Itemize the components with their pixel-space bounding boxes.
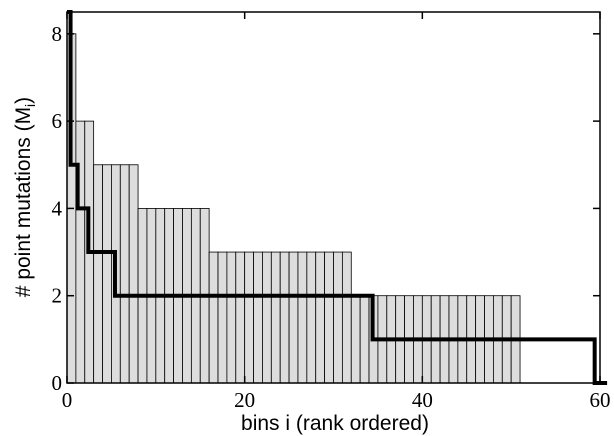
histogram-bar <box>341 251 352 384</box>
y-axis-label-close: ) <box>12 97 35 104</box>
y-axis-label-main: # point mutations (M <box>12 107 35 297</box>
x-axis-label: bins i (rank ordered) <box>241 412 429 435</box>
histogram-bar <box>93 164 103 384</box>
histogram-bar <box>270 251 281 384</box>
x-tick-label: 40 <box>412 388 433 412</box>
histogram-bar <box>75 120 86 384</box>
histogram-bar <box>288 251 299 384</box>
step-line <box>67 10 608 385</box>
histogram-bar <box>253 251 263 384</box>
histogram-bar <box>297 251 308 384</box>
y-tick-label: 2 <box>52 284 63 308</box>
histogram-bar <box>315 251 326 384</box>
x-tick-label: 20 <box>234 388 255 412</box>
histogram-bar <box>102 164 112 384</box>
histogram-bar <box>244 251 254 384</box>
histogram-bar <box>262 251 272 384</box>
histogram-bar <box>119 164 130 384</box>
y-axis-label: # point mutations (Mi) <box>12 97 38 297</box>
histogram-bar <box>217 251 228 384</box>
histogram-bar <box>128 164 139 384</box>
histogram-bar <box>208 251 219 384</box>
y-axis-label-sub: i <box>22 104 38 107</box>
y-tick-label: 4 <box>52 196 63 220</box>
x-tick-label: 0 <box>62 388 73 412</box>
y-tick-label: 6 <box>52 109 63 133</box>
histogram-bar <box>350 295 361 384</box>
y-tick-label: 8 <box>52 22 63 46</box>
histogram-bars <box>66 33 521 384</box>
histogram-bar <box>306 251 317 384</box>
x-tick-label: 60 <box>590 388 611 412</box>
histogram-bar <box>359 295 370 384</box>
histogram-bar <box>226 251 237 384</box>
plot-frame <box>66 11 601 384</box>
y-tick-label: 0 <box>52 371 63 395</box>
histogram-bar <box>333 251 343 384</box>
histogram-bar <box>235 251 246 384</box>
axis-ticks: 0 20 40 60 0 2 4 6 8 <box>52 12 611 412</box>
histogram-bar <box>324 251 334 384</box>
histogram-bar <box>279 251 290 384</box>
